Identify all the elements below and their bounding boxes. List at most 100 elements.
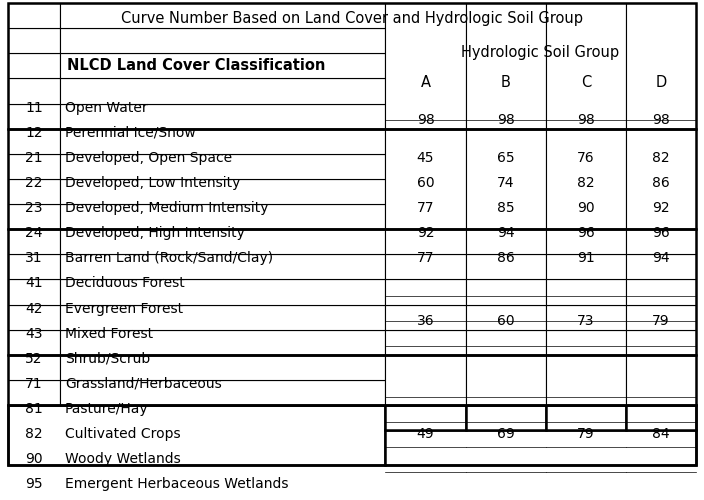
Bar <box>8 128 696 229</box>
Bar <box>546 405 626 430</box>
Bar <box>60 179 385 204</box>
Bar <box>466 304 546 330</box>
Bar <box>8 78 60 104</box>
Text: B: B <box>501 75 511 90</box>
Text: 96: 96 <box>577 226 595 240</box>
Text: 81: 81 <box>25 402 43 416</box>
Text: Developed, High Intensity: Developed, High Intensity <box>65 226 245 240</box>
Bar <box>466 3 546 128</box>
Bar <box>8 229 60 254</box>
Bar <box>546 330 626 355</box>
Text: C: C <box>581 75 591 90</box>
Text: 96: 96 <box>652 226 670 240</box>
Bar <box>8 28 60 53</box>
Bar <box>8 179 60 204</box>
Bar <box>60 229 385 254</box>
Text: 23: 23 <box>25 201 43 215</box>
Text: Barren Land (Rock/Sand/Clay): Barren Land (Rock/Sand/Clay) <box>65 252 273 266</box>
Text: 90: 90 <box>577 201 595 215</box>
Bar <box>8 3 696 128</box>
Bar <box>60 3 385 28</box>
Bar <box>8 254 60 280</box>
Text: 77: 77 <box>417 252 434 266</box>
Bar <box>8 53 60 78</box>
Text: 86: 86 <box>652 176 670 190</box>
Text: 31: 31 <box>25 252 43 266</box>
Text: 43: 43 <box>25 326 43 340</box>
Bar <box>8 3 60 28</box>
Text: Shrub/Scrub: Shrub/Scrub <box>65 352 150 366</box>
Text: 52: 52 <box>25 352 43 366</box>
Text: 98: 98 <box>497 113 515 127</box>
Bar <box>60 280 385 304</box>
Text: 85: 85 <box>497 201 515 215</box>
Text: 91: 91 <box>577 252 595 266</box>
Bar <box>385 128 466 229</box>
Bar <box>466 405 546 430</box>
Text: 79: 79 <box>652 314 670 328</box>
Bar <box>626 3 696 128</box>
Text: 90: 90 <box>25 452 43 466</box>
Bar <box>466 280 546 304</box>
Text: 12: 12 <box>25 126 43 140</box>
Bar <box>385 430 696 465</box>
Bar <box>8 154 60 179</box>
Text: 69: 69 <box>497 427 515 441</box>
Text: 98: 98 <box>417 113 434 127</box>
Text: A: A <box>420 75 431 90</box>
Text: 49: 49 <box>417 427 434 441</box>
Text: 41: 41 <box>25 276 43 290</box>
Text: Pasture/Hay: Pasture/Hay <box>65 402 149 416</box>
Bar <box>8 229 696 355</box>
Text: Evergreen Forest: Evergreen Forest <box>65 302 183 316</box>
Bar <box>546 229 626 254</box>
Bar <box>626 254 696 280</box>
Bar <box>8 405 385 465</box>
Text: 82: 82 <box>652 151 670 165</box>
Text: 60: 60 <box>417 176 434 190</box>
Text: 71: 71 <box>25 377 43 391</box>
Text: 65: 65 <box>497 151 515 165</box>
Bar <box>8 204 60 229</box>
Text: 92: 92 <box>652 201 670 215</box>
Bar <box>60 304 385 330</box>
Text: 21: 21 <box>25 151 43 165</box>
Bar <box>626 405 696 430</box>
Bar <box>60 204 385 229</box>
Bar <box>546 304 626 330</box>
Bar <box>60 28 385 53</box>
Bar <box>8 304 60 330</box>
Text: Developed, Low Intensity: Developed, Low Intensity <box>65 176 240 190</box>
Text: 94: 94 <box>652 252 670 266</box>
Text: D: D <box>655 75 667 90</box>
Text: Perennial Ice/Snow: Perennial Ice/Snow <box>65 126 196 140</box>
Bar <box>8 355 696 405</box>
Text: 24: 24 <box>25 226 43 240</box>
Text: 73: 73 <box>577 314 595 328</box>
Bar <box>8 355 60 380</box>
Bar <box>60 78 385 104</box>
Bar <box>385 304 466 330</box>
Bar <box>546 254 626 280</box>
Bar <box>60 355 385 380</box>
Bar <box>546 355 626 405</box>
Text: 82: 82 <box>25 427 43 441</box>
Bar <box>626 330 696 355</box>
Text: Grassland/Herbaceous: Grassland/Herbaceous <box>65 377 222 391</box>
Bar <box>626 304 696 330</box>
Bar <box>626 128 696 229</box>
Text: 11: 11 <box>25 100 43 114</box>
Text: Deciduous Forest: Deciduous Forest <box>65 276 184 290</box>
Text: Developed, Open Space: Developed, Open Space <box>65 151 232 165</box>
Text: 42: 42 <box>25 302 43 316</box>
Text: 60: 60 <box>497 314 515 328</box>
Text: Hydrologic Soil Group: Hydrologic Soil Group <box>461 45 620 60</box>
Bar <box>546 280 626 304</box>
Bar <box>466 229 546 254</box>
Text: 82: 82 <box>577 176 595 190</box>
Text: 45: 45 <box>417 151 434 165</box>
Text: Cultivated Crops: Cultivated Crops <box>65 427 181 441</box>
Text: Mixed Forest: Mixed Forest <box>65 326 153 340</box>
Bar <box>8 405 696 465</box>
Text: 84: 84 <box>652 427 670 441</box>
